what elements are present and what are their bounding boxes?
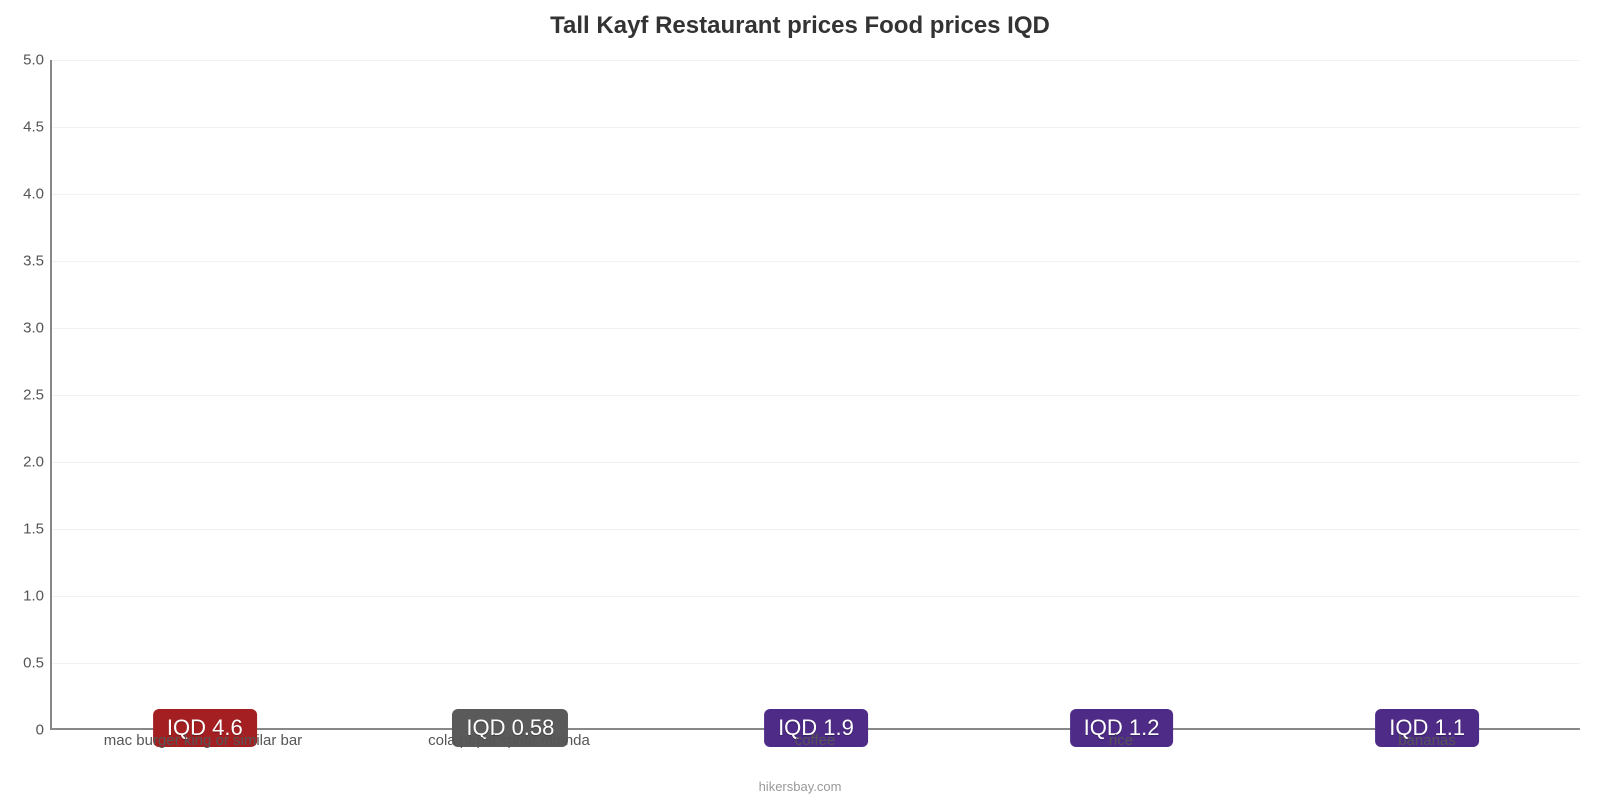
y-tick-label: 0 bbox=[36, 722, 44, 739]
y-tick-label: 1.5 bbox=[23, 521, 44, 538]
y-tick-label: 1.0 bbox=[23, 588, 44, 605]
x-axis-label: mac burger king or similar bar bbox=[65, 732, 340, 749]
y-tick-label: 2.5 bbox=[23, 387, 44, 404]
y-tick-label: 5.0 bbox=[23, 52, 44, 69]
bars-group: IQD 4.6IQD 0.58IQD 1.9IQD 1.2IQD 1.1 bbox=[52, 60, 1580, 728]
y-tick-label: 4.5 bbox=[23, 119, 44, 136]
x-axis-label: rice bbox=[983, 732, 1258, 749]
y-tick-label: 4.0 bbox=[23, 186, 44, 203]
y-tick-label: 3.5 bbox=[23, 253, 44, 270]
y-tick-label: 0.5 bbox=[23, 655, 44, 672]
plot-area: 00.51.01.52.02.53.03.54.04.55.0 IQD 4.6I… bbox=[50, 60, 1580, 730]
chart-title: Tall Kayf Restaurant prices Food prices … bbox=[0, 12, 1600, 40]
source-attribution: hikersbay.com bbox=[0, 779, 1600, 794]
y-tick-label: 3.0 bbox=[23, 320, 44, 337]
x-axis-labels: mac burger king or similar bar cola pepsi… bbox=[50, 732, 1580, 749]
chart-container: Tall Kayf Restaurant prices Food prices … bbox=[0, 0, 1600, 800]
x-axis-label: coffee bbox=[677, 732, 952, 749]
y-tick-label: 2.0 bbox=[23, 454, 44, 471]
x-axis-label: bananas bbox=[1289, 732, 1564, 749]
x-axis-label: cola pepsi sprite mirinda bbox=[371, 732, 646, 749]
